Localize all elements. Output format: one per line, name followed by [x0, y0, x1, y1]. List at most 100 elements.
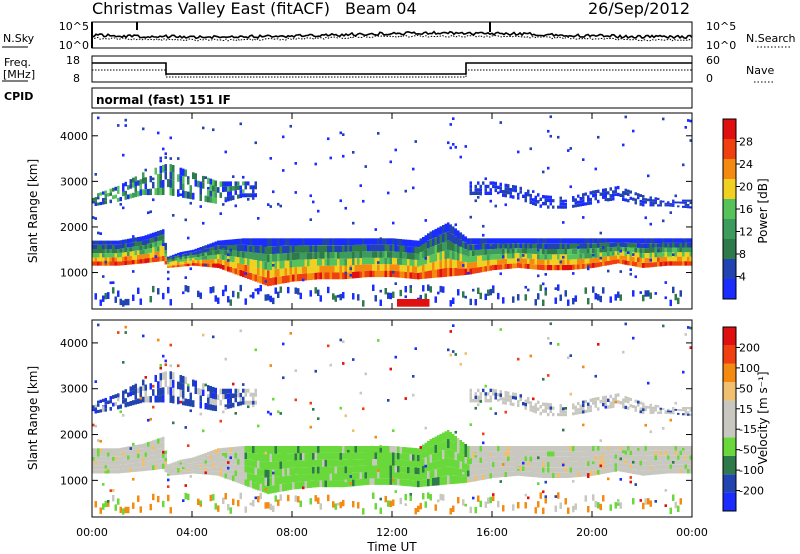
data-cell — [597, 238, 600, 244]
data-cell — [249, 294, 252, 298]
data-cell — [257, 483, 260, 491]
data-cell — [232, 175, 235, 178]
data-cell — [477, 196, 480, 199]
data-cell — [629, 404, 632, 408]
data-cell — [574, 408, 577, 412]
data-cell — [249, 193, 252, 198]
data-cell — [559, 456, 562, 462]
data-cell — [549, 195, 552, 199]
data-cell — [107, 400, 110, 405]
data-cell — [429, 239, 432, 248]
data-cell — [597, 502, 600, 509]
data-cell — [492, 243, 495, 249]
data-cell — [124, 181, 127, 187]
data-cell — [127, 194, 130, 200]
noise-left-tick-top: 10^5 — [59, 20, 89, 33]
data-cell — [319, 503, 322, 510]
data-cell — [649, 201, 652, 204]
data-cell — [194, 251, 197, 255]
time-x-ticks: 00:00 04:00 08:00 12:00 16:00 20:00 00:00 — [76, 113, 708, 539]
data-cell — [132, 259, 135, 265]
data-cell — [559, 199, 562, 203]
data-cell — [527, 456, 530, 462]
data-cell — [357, 502, 360, 509]
data-cell — [204, 259, 207, 264]
data-cell — [659, 450, 662, 456]
data-cell — [334, 265, 337, 273]
data-cell — [292, 245, 295, 253]
data-cell — [389, 264, 392, 271]
data-cell — [274, 277, 277, 285]
data-cell — [624, 115, 627, 119]
data-cell — [134, 394, 137, 400]
data-cell — [357, 452, 360, 460]
data-cell — [304, 273, 307, 281]
data-cell — [559, 294, 562, 301]
data-cell — [504, 183, 507, 188]
data-cell — [632, 336, 635, 340]
data-cell — [269, 295, 272, 303]
data-cell — [444, 241, 447, 251]
data-cell — [497, 456, 500, 462]
data-cell — [669, 247, 672, 253]
data-cell — [242, 193, 245, 198]
data-cell — [289, 475, 292, 483]
data-cell — [407, 239, 410, 247]
data-cell — [529, 401, 532, 405]
data-cell — [169, 157, 172, 160]
data-cell — [474, 191, 477, 195]
data-cell — [549, 446, 552, 452]
data-cell — [242, 396, 245, 401]
data-cell — [184, 484, 187, 487]
data-cell — [199, 503, 202, 507]
data-cell — [627, 446, 630, 451]
data-cell — [227, 186, 230, 192]
data-cell — [592, 470, 595, 476]
data-cell — [389, 465, 392, 472]
data-cell — [292, 238, 295, 246]
data-cell — [679, 252, 682, 257]
data-cell — [512, 471, 515, 477]
data-cell — [342, 238, 345, 246]
data-cell — [379, 251, 382, 258]
data-cell — [209, 263, 212, 268]
data-cell — [292, 274, 295, 282]
data-cell — [437, 244, 440, 253]
data-cell — [514, 253, 517, 259]
data-cell — [234, 268, 237, 275]
data-cell — [554, 238, 557, 244]
data-cell — [289, 274, 292, 283]
data-cell — [652, 238, 655, 244]
data-cell — [584, 446, 587, 452]
data-cell — [647, 446, 650, 451]
data-cell — [549, 243, 552, 249]
data-cell — [127, 446, 130, 451]
data-cell — [577, 408, 580, 412]
data-cell — [169, 469, 172, 472]
data-cell — [627, 260, 630, 266]
data-cell — [229, 181, 232, 187]
data-cell — [124, 239, 127, 244]
data-cell — [469, 238, 472, 245]
data-cell — [189, 192, 192, 200]
data-cell — [674, 450, 677, 456]
data-cell — [449, 259, 452, 268]
data-cell — [619, 246, 622, 252]
data-cell — [637, 400, 640, 404]
data-cell — [374, 257, 377, 265]
data-cell — [104, 465, 107, 470]
data-cell — [227, 296, 230, 303]
data-cell — [102, 201, 105, 205]
data-cell — [669, 256, 672, 262]
data-cell — [587, 402, 590, 406]
data-cell — [142, 245, 145, 250]
data-cell — [404, 473, 407, 480]
data-cell — [622, 398, 625, 402]
data-cell — [147, 446, 150, 452]
data-cell — [159, 256, 162, 262]
data-cell — [512, 238, 515, 244]
data-cell — [117, 397, 120, 402]
data-cell — [327, 238, 330, 246]
data-cell — [102, 460, 105, 466]
